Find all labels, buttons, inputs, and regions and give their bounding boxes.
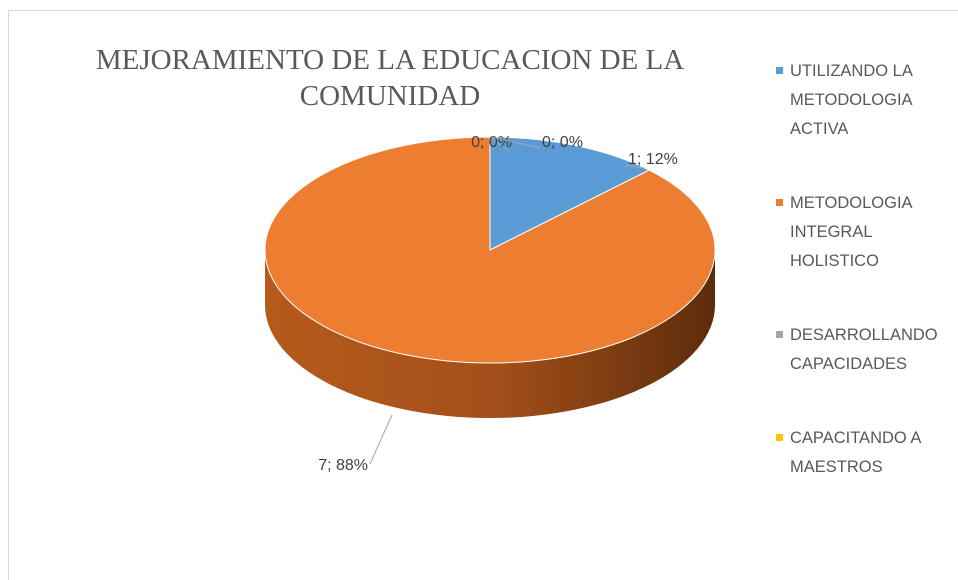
data-label: 1; 12% bbox=[628, 151, 678, 168]
legend-label: CAPACITANDO A MAESTROS bbox=[790, 429, 921, 476]
leader-line bbox=[491, 136, 541, 149]
pie-slice bbox=[264, 136, 716, 364]
leader-line bbox=[489, 136, 511, 153]
chart-title: MEJORAMIENTO DE LA EDUCACION DE LA COMUN… bbox=[95, 44, 685, 112]
leader-line bbox=[369, 414, 393, 465]
legend-label: METODOLOGIA INTEGRAL HOLISTICO bbox=[790, 194, 912, 270]
legend-item: DESARROLLANDO CAPACIDADES bbox=[776, 321, 958, 379]
legend-label: DESARROLLANDO CAPACIDADES bbox=[790, 326, 938, 373]
legend-label: UTILIZANDO LA METODOLOGIA ACTIVA bbox=[790, 62, 912, 138]
legend-item: CAPACITANDO A MAESTROS bbox=[776, 424, 958, 482]
leader-line bbox=[624, 164, 645, 169]
legend-item: METODOLOGIA INTEGRAL HOLISTICO bbox=[776, 189, 958, 276]
data-label: 0; 0% bbox=[471, 134, 512, 151]
legend-swatch bbox=[776, 331, 783, 338]
data-label: 7; 88% bbox=[318, 457, 368, 474]
legend-swatch bbox=[776, 199, 783, 206]
legend-item: UTILIZANDO LA METODOLOGIA ACTIVA bbox=[776, 57, 958, 144]
pie-slice bbox=[489, 136, 651, 251]
legend-swatch bbox=[776, 434, 783, 441]
legend-swatch bbox=[776, 67, 783, 74]
data-label: 0; 0% bbox=[542, 134, 583, 151]
pie-side bbox=[265, 250, 715, 418]
chart-frame bbox=[8, 10, 958, 580]
